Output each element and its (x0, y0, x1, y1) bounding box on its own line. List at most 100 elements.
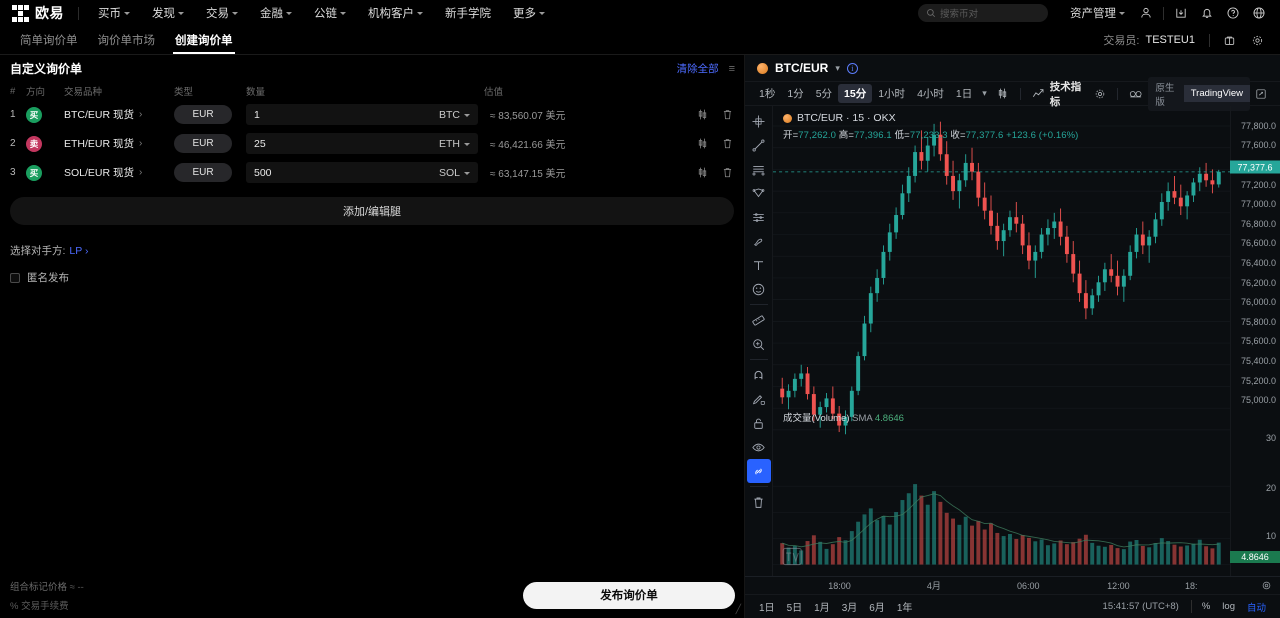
chart-plot-canvas[interactable]: BTC/EUR · 15 · OKX 开=77,262.0 高=77,396.1… (773, 106, 1230, 576)
range-3m[interactable]: 3月 (841, 603, 858, 614)
tab-simple-rfq[interactable]: 简单询价单 (10, 26, 88, 54)
range-6m[interactable]: 6月 (869, 603, 885, 614)
chevron-down-icon[interactable]: ▾ (835, 62, 840, 73)
view-native-option[interactable]: 原生版 (1155, 82, 1175, 108)
pitchfork-icon[interactable] (747, 181, 771, 205)
horizontal-lines-icon[interactable] (747, 157, 771, 181)
text-icon[interactable] (747, 253, 771, 277)
percent-scale-button[interactable]: % (1201, 601, 1211, 612)
range-1m[interactable]: 1月 (814, 603, 830, 614)
chevron-down-icon[interactable]: ▾ (982, 88, 987, 98)
eye-icon[interactable] (747, 435, 771, 459)
nav-item-chain[interactable]: 公链 (303, 5, 357, 21)
timeframe-5m[interactable]: 5分 (815, 88, 833, 100)
nav-item-more[interactable]: 更多 (502, 5, 556, 21)
quantity-input[interactable]: 1 BTC (246, 104, 478, 125)
counterparty-value[interactable]: LP › (69, 245, 88, 257)
candle-chart-icon[interactable] (696, 166, 709, 179)
nav-item-discover[interactable]: 发现 (141, 5, 195, 21)
zoom-in-icon[interactable] (747, 332, 771, 356)
nav-item-academy[interactable]: 新手学院 (434, 5, 502, 21)
layout-icon[interactable] (1216, 27, 1242, 53)
symbol-selector[interactable]: BTC/EUR 现货 › (64, 107, 174, 122)
candle-chart-icon[interactable] (696, 137, 709, 150)
trash-icon[interactable] (747, 490, 771, 514)
trendline-icon[interactable] (747, 133, 771, 157)
timeframe-1s[interactable]: 1秒 (759, 88, 776, 100)
emoji-icon[interactable] (747, 277, 771, 301)
logo-mark-icon (12, 4, 30, 22)
nav-item-institutional[interactable]: 机构客户 (357, 5, 434, 21)
candle-chart-icon[interactable] (696, 108, 709, 121)
volume-sma-label: SMA (852, 413, 873, 424)
okx-logo[interactable]: 欧易 (8, 3, 70, 23)
symbol-selector[interactable]: ETH/EUR 现货 › (64, 136, 174, 151)
nav-item-buy-crypto[interactable]: 买币 (87, 5, 141, 21)
direction-badge-buy[interactable]: 买 (26, 164, 42, 181)
quantity-unit-select[interactable]: ETH (439, 138, 470, 150)
magnet-icon[interactable] (747, 363, 771, 387)
delete-icon[interactable] (721, 137, 734, 150)
publish-rfq-button[interactable]: 发布询价单 (523, 581, 735, 609)
price-axis[interactable]: 77,800.077,600.077,400.077,200.077,000.0… (1230, 106, 1280, 576)
nav-item-finance[interactable]: 金融 (249, 5, 303, 21)
help-icon[interactable] (1220, 0, 1246, 26)
timeframe-15m[interactable]: 15分 (838, 84, 873, 103)
delete-icon[interactable] (721, 108, 734, 121)
info-icon[interactable]: i (846, 62, 858, 74)
indicators-icon[interactable] (1027, 87, 1050, 100)
quantity-unit-select[interactable]: BTC (439, 109, 470, 121)
candle-type-icon[interactable] (991, 87, 1014, 100)
gear-icon[interactable] (1089, 88, 1111, 100)
indicators-label[interactable]: 技术指标 (1049, 80, 1082, 108)
delete-icon[interactable] (721, 166, 734, 179)
download-icon[interactable] (1168, 0, 1194, 26)
quantity-input[interactable]: 25 ETH (246, 133, 478, 154)
add-edit-leg-button[interactable]: 添加/编辑腿 (10, 197, 734, 225)
timeframe-4h[interactable]: 4小时 (917, 88, 944, 100)
timeframe-1h[interactable]: 1小时 (878, 88, 906, 100)
drag-handle-icon[interactable]: ≡ (728, 62, 736, 75)
range-5d[interactable]: 5日 (786, 603, 803, 614)
type-pill[interactable]: EUR (174, 105, 232, 124)
search-input[interactable]: 搜索币对 (918, 4, 1048, 22)
nav-item-trade[interactable]: 交易 (195, 5, 249, 21)
log-scale-button[interactable]: log (1222, 601, 1235, 612)
anonymous-checkbox[interactable] (10, 272, 20, 283)
time-axis-gear-icon[interactable] (1261, 580, 1272, 591)
auto-scale-button[interactable]: 自动 (1246, 602, 1266, 614)
brush-icon[interactable] (747, 229, 771, 253)
crosshair-icon[interactable] (747, 109, 771, 133)
user-icon[interactable] (1133, 0, 1159, 26)
chevron-right-icon: › (139, 109, 143, 120)
direction-badge-sell[interactable]: 卖 (26, 135, 42, 152)
pencil-lock-icon[interactable] (747, 387, 771, 411)
ruler-icon[interactable] (747, 308, 771, 332)
globe-icon[interactable] (1246, 0, 1272, 26)
quantity-input[interactable]: 500 SOL (246, 162, 478, 183)
time-axis[interactable]: 18:00 4月 06:00 12:00 18: (745, 576, 1280, 594)
lock-icon[interactable] (747, 411, 771, 435)
fib-retracement-icon[interactable] (747, 205, 771, 229)
fullscreen-icon[interactable] (1250, 88, 1272, 100)
gear-icon[interactable] (1244, 27, 1270, 53)
type-pill[interactable]: EUR (174, 163, 232, 182)
quantity-unit-select[interactable]: SOL (439, 167, 470, 179)
tab-rfq-market[interactable]: 询价单市场 (88, 26, 166, 54)
bell-icon[interactable] (1194, 0, 1220, 26)
range-1d[interactable]: 1日 (759, 603, 775, 614)
timeframe-1m[interactable]: 1分 (787, 88, 804, 100)
tab-create-rfq[interactable]: 创建询价单 (165, 26, 243, 54)
range-1y[interactable]: 1年 (896, 603, 913, 614)
direction-badge-buy[interactable]: 买 (26, 106, 42, 123)
type-pill[interactable]: EUR (174, 134, 232, 153)
timeframe-1d[interactable]: 1日 (955, 88, 973, 100)
anonymous-publish-row[interactable]: 匿名发布 (0, 258, 744, 285)
symbol-selector[interactable]: SOL/EUR 现货 › (64, 165, 174, 180)
view-tradingview-option[interactable]: TradingView (1183, 85, 1250, 102)
clear-all-button[interactable]: 清除全部 (676, 63, 719, 75)
link-icon[interactable] (746, 459, 771, 483)
asset-management-menu[interactable]: 资产管理 (1062, 5, 1133, 21)
resize-handle[interactable]: ╱ (735, 604, 741, 614)
compare-icon[interactable] (1124, 88, 1148, 100)
